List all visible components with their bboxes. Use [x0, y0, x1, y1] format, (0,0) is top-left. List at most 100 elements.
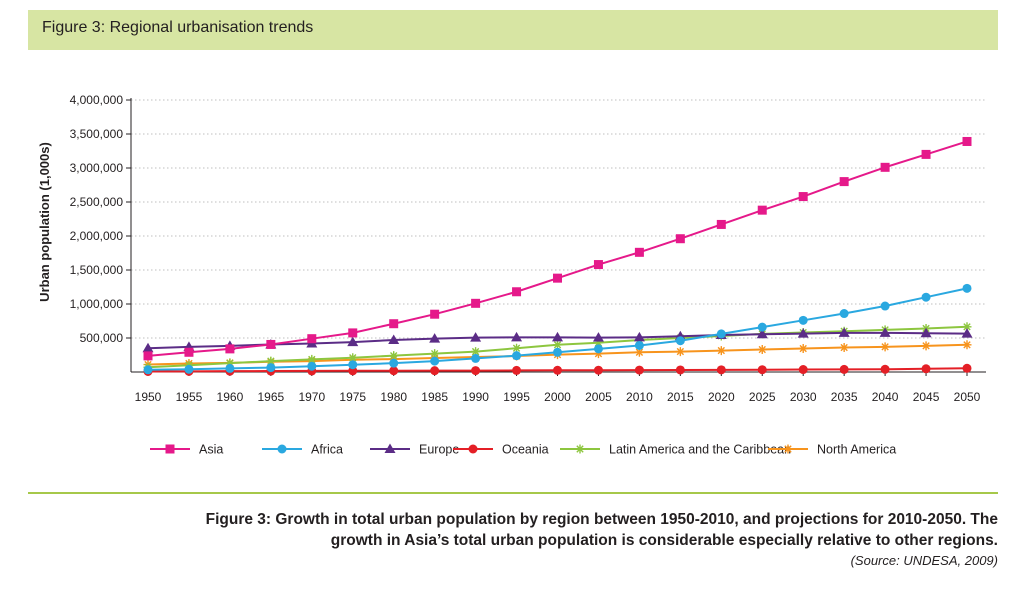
data-point	[470, 332, 482, 342]
data-point	[757, 345, 767, 355]
data-point	[798, 344, 808, 354]
data-point	[553, 273, 562, 283]
legend-item: Africa	[262, 443, 343, 457]
data-point	[225, 363, 235, 373]
data-point	[921, 364, 931, 374]
data-point	[429, 333, 441, 343]
data-point	[347, 336, 359, 347]
legend-item: North America	[768, 443, 896, 457]
figure-title: Figure 3: Regional urbanisation trends	[42, 19, 314, 36]
x-tick-label: 2020	[708, 390, 735, 404]
data-point	[797, 328, 809, 338]
legend-marker	[575, 444, 585, 454]
data-point	[552, 331, 563, 342]
data-point	[348, 360, 358, 370]
x-tick-label: 2030	[790, 390, 817, 404]
data-point	[798, 192, 808, 202]
legend-item: Latin America and the Caribbean	[560, 443, 791, 457]
x-tick-labels: 1950 1955 1960 1965 1970 1975 1980 1985 1990 1995…	[135, 390, 981, 404]
x-tick-label: 2025	[749, 390, 776, 404]
data-point	[553, 340, 562, 350]
data-point	[880, 364, 890, 374]
y-tick-label: 1,000,000	[70, 297, 124, 311]
caption-line-2: growth in Asia’s total urban population …	[330, 532, 998, 549]
data-point	[757, 365, 767, 375]
data-point	[962, 322, 972, 332]
grid-lines	[131, 99, 986, 339]
y-axis-label: Urban population (1,000s)	[37, 142, 52, 302]
data-point	[756, 328, 768, 339]
axes	[126, 98, 986, 376]
y-tick-labels: 500,000 1,000,000 1,500,000 2,000,000 2,500,…	[70, 93, 124, 345]
caption-line-1: Figure 3: Growth in total urban populati…	[205, 511, 998, 528]
legend-item: Asia	[150, 443, 223, 457]
data-point	[142, 342, 154, 353]
data-point	[184, 347, 194, 357]
data-point	[593, 260, 603, 270]
data-point	[716, 346, 726, 356]
y-tick-label: 2,500,000	[70, 195, 124, 209]
data-point	[880, 162, 890, 172]
data-point	[593, 338, 603, 348]
series-lines	[142, 136, 973, 376]
data-point	[634, 340, 644, 350]
data-point	[389, 319, 399, 329]
data-point	[430, 356, 440, 366]
data-point	[716, 365, 726, 375]
data-point	[430, 309, 440, 319]
x-tick-label: 2050	[954, 390, 981, 404]
x-tick-label: 1975	[339, 390, 366, 404]
data-point	[798, 365, 808, 375]
legend-item: Europe	[370, 443, 459, 457]
figure-header: Figure 3: Regional urbanisation trends	[28, 10, 998, 50]
data-point	[757, 322, 767, 332]
data-point	[184, 364, 194, 374]
x-tick-label: 1960	[217, 390, 244, 404]
legend-marker	[384, 443, 396, 453]
x-tick-label: 2040	[872, 390, 899, 404]
data-point	[348, 353, 358, 363]
x-tick-label: 1995	[503, 390, 530, 404]
data-point	[716, 329, 726, 339]
data-point	[388, 334, 400, 345]
y-tick-label: 1,500,000	[70, 263, 124, 277]
data-point	[471, 347, 481, 357]
data-point	[512, 343, 522, 353]
data-point	[716, 219, 726, 229]
legend-label: North America	[817, 443, 896, 457]
data-point	[471, 353, 481, 363]
data-point	[880, 301, 890, 311]
data-point	[430, 366, 440, 376]
data-point	[266, 356, 276, 366]
data-point	[511, 331, 523, 342]
legend-label: Europe	[419, 443, 459, 457]
data-point	[593, 349, 603, 359]
data-point	[266, 363, 276, 373]
data-point	[757, 205, 767, 215]
data-point	[348, 328, 358, 338]
x-tick-label: 2000	[544, 390, 571, 404]
data-point	[675, 365, 685, 375]
data-point	[798, 315, 808, 325]
x-tick-label: 2005	[585, 390, 612, 404]
data-point	[879, 327, 891, 337]
data-point	[634, 365, 644, 375]
data-point	[266, 339, 276, 349]
data-point	[839, 177, 849, 187]
data-point	[962, 283, 972, 293]
legend-marker	[277, 444, 287, 454]
x-tick-label: 2035	[831, 390, 858, 404]
data-point	[921, 292, 931, 302]
data-point	[962, 363, 972, 373]
x-tick-label: 1955	[176, 390, 203, 404]
data-point	[634, 347, 644, 357]
data-point	[430, 349, 440, 359]
data-point	[593, 344, 603, 354]
series-europe	[142, 327, 973, 353]
data-point	[921, 341, 931, 351]
y-tick-label: 2,000,000	[70, 229, 124, 243]
x-tick-label: 1965	[257, 390, 284, 404]
data-point	[921, 149, 931, 159]
data-point	[880, 342, 890, 352]
series-line	[147, 140, 968, 357]
